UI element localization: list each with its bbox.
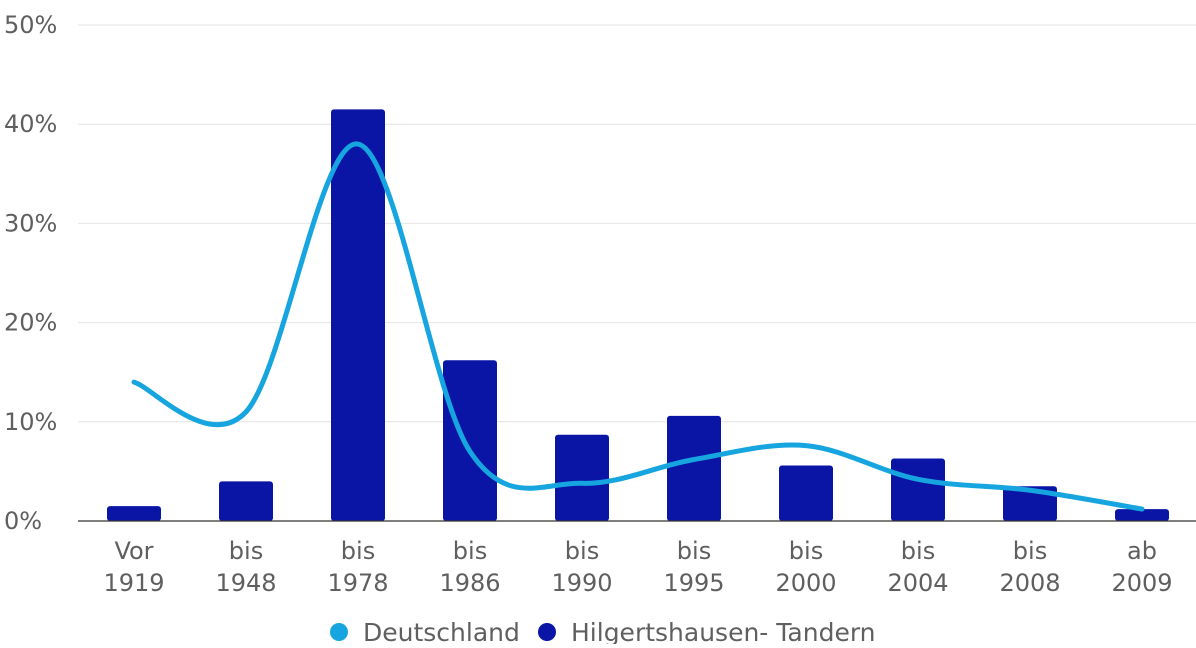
- x-tick-label: 1990: [551, 569, 612, 597]
- line-series-path: [131, 141, 1145, 512]
- x-tick-label: ab: [1127, 537, 1157, 565]
- bar: [667, 415, 721, 521]
- bar: [891, 458, 945, 521]
- x-tick-label: 1948: [215, 569, 276, 597]
- bar: [779, 465, 833, 521]
- x-tick-label: bis: [901, 537, 935, 565]
- grid-lines: [78, 24, 1196, 423]
- y-tick-label: 30%: [4, 209, 57, 237]
- bar-series: [107, 109, 1169, 521]
- x-tick-label: 2000: [775, 569, 836, 597]
- bar: [555, 434, 609, 521]
- x-tick-label: 2004: [887, 569, 948, 597]
- x-axis-tick-labels: Vor 1919 bis 1948 bis 1978 bis 1986 bis 1990 bis 19…: [103, 537, 1172, 597]
- x-tick-label: bis: [453, 537, 487, 565]
- y-axis-tick-labels: 0% 10% 20% 30% 40% 50%: [4, 11, 57, 535]
- x-tick-label: 1978: [327, 569, 388, 597]
- legend: Deutschland Hilgertshausen- Tandern: [330, 618, 876, 647]
- x-tick-label: bis: [1013, 537, 1047, 565]
- x-tick-label: bis: [341, 537, 375, 565]
- legend-marker: [330, 623, 348, 641]
- y-tick-label: 10%: [4, 408, 57, 436]
- x-tick-label: 2009: [1111, 569, 1172, 597]
- x-tick-label: 2008: [999, 569, 1060, 597]
- bar: [1115, 509, 1169, 521]
- x-tick-label: 1919: [103, 569, 164, 597]
- legend-label: Hilgertshausen- Tandern: [571, 618, 876, 644]
- bar: [107, 506, 161, 521]
- x-tick-label: 1995: [663, 569, 724, 597]
- x-tick-label: bis: [789, 537, 823, 565]
- legend-label: Deutschland: [363, 618, 520, 644]
- bar: [443, 360, 497, 521]
- y-tick-label: 20%: [4, 309, 57, 337]
- bar: [331, 109, 385, 521]
- bar: [219, 481, 273, 521]
- y-tick-label: 0%: [4, 507, 42, 535]
- x-tick-label: Vor: [114, 537, 153, 565]
- x-tick-label: bis: [229, 537, 263, 565]
- line-series: [131, 141, 1145, 512]
- x-tick-label: bis: [565, 537, 599, 565]
- y-tick-label: 50%: [4, 11, 57, 39]
- x-tick-label: 1986: [439, 569, 500, 597]
- y-tick-label: 40%: [4, 110, 57, 138]
- legend-marker: [538, 623, 556, 641]
- x-tick-label: bis: [677, 537, 711, 565]
- bar: [1003, 486, 1057, 521]
